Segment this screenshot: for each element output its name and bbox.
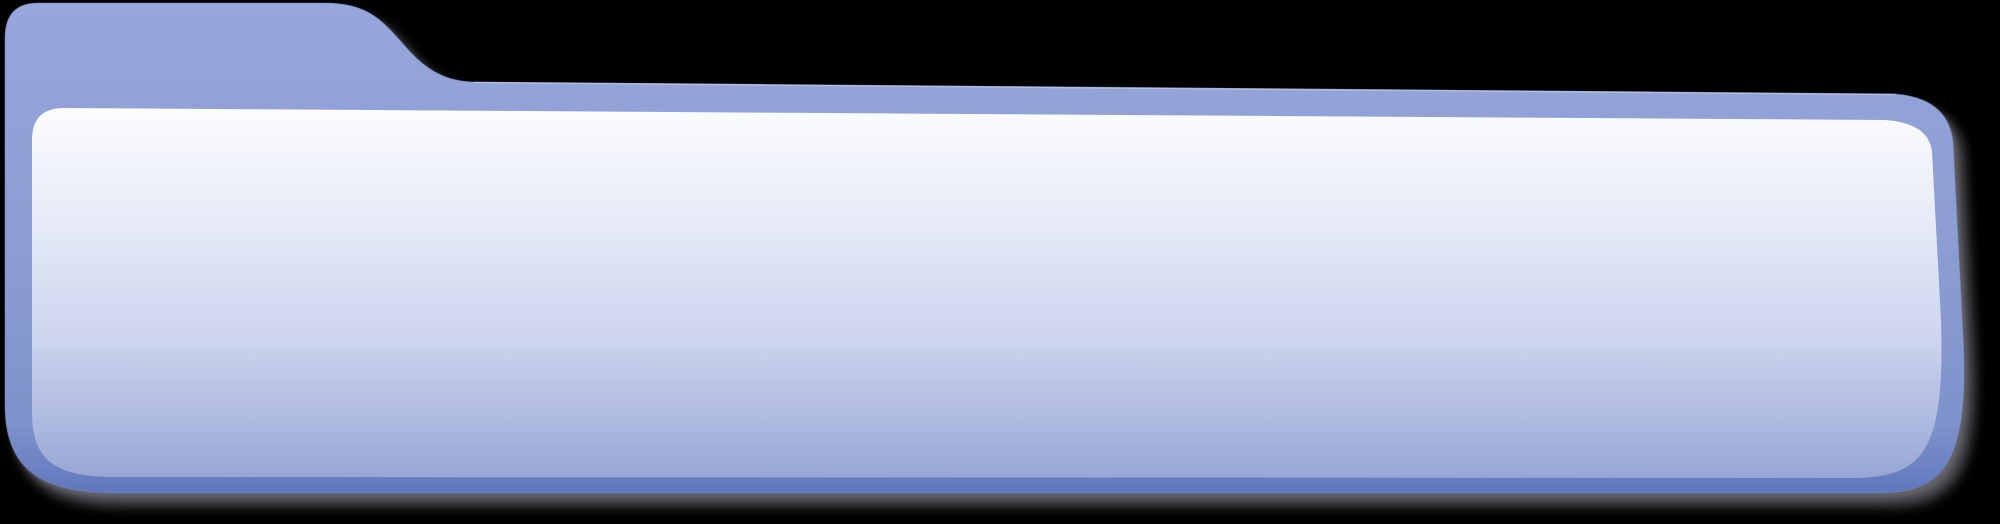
folder-icon[interactable]	[4, 2, 1965, 494]
folder-top-highlight	[473, 81, 1896, 96]
folder-inner-panel	[32, 108, 1942, 478]
